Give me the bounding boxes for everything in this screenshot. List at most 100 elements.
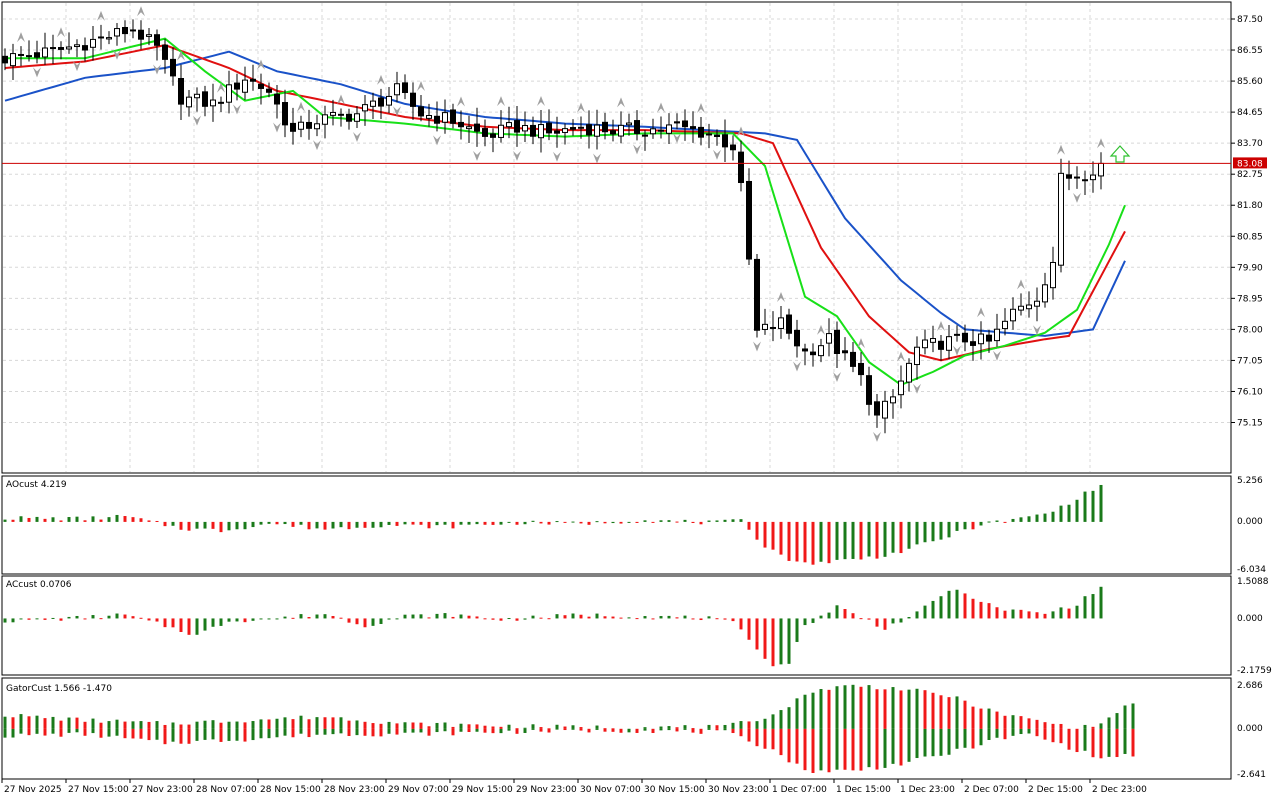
candle xyxy=(1058,158,1064,273)
candle-body xyxy=(570,127,576,130)
ac-bar xyxy=(443,613,447,619)
gator-lower-bar xyxy=(1067,728,1071,750)
gator-lower-bar xyxy=(723,728,727,731)
price-tick-label: 82.75 xyxy=(1237,170,1263,180)
candle-body xyxy=(770,326,776,329)
grid xyxy=(1,3,1230,472)
price-tick-label: 78.95 xyxy=(1237,294,1263,304)
ac-panel[interactable]: ACcust 0.0706 xyxy=(1,575,1232,676)
gator-lower-bar xyxy=(291,728,295,738)
gator-panel[interactable]: GatorCust 1.566 -1.470 xyxy=(1,677,1232,780)
gator-lower-bar xyxy=(195,728,199,741)
ac-bar xyxy=(1019,609,1023,619)
candle-body xyxy=(922,339,928,349)
candle-body xyxy=(954,333,960,336)
ao-panel[interactable]: AOcust 4.219 xyxy=(1,475,1232,575)
candle-body xyxy=(394,83,400,96)
ao-bar xyxy=(971,521,975,530)
candle-body xyxy=(610,130,616,135)
gator-lower-bar xyxy=(419,728,423,733)
ac-bar xyxy=(227,618,231,622)
candle-body xyxy=(130,29,136,32)
gator-lower-bar xyxy=(515,728,519,734)
fractal-up-icon xyxy=(777,292,785,303)
candle-body xyxy=(258,83,264,89)
candle-body xyxy=(914,346,920,366)
candle xyxy=(18,46,24,67)
candle-body xyxy=(410,92,416,107)
ac-bar xyxy=(931,600,935,619)
candle xyxy=(186,90,192,117)
ao-bar xyxy=(435,521,439,526)
price-panel[interactable] xyxy=(1,1,1232,474)
gator-lower-bar xyxy=(763,728,767,749)
time-tick-label: 30 Nov 07:00 xyxy=(580,785,641,795)
gator-upper-bar xyxy=(715,725,719,729)
ao-bar xyxy=(387,521,391,525)
gator-upper-bar xyxy=(1131,703,1135,729)
candle xyxy=(122,20,128,43)
candle xyxy=(514,105,520,147)
ao-bar xyxy=(619,521,623,524)
gator-axis-zero: 0.000 xyxy=(1237,724,1263,734)
ao-bar xyxy=(115,514,119,522)
gator-upper-bar xyxy=(155,721,159,729)
time-tick-label: 2 Dec 15:00 xyxy=(1028,785,1083,795)
price-tick-label: 75.15 xyxy=(1237,419,1263,429)
candle-body xyxy=(906,362,912,383)
candle xyxy=(218,96,224,113)
gator-lower-bar xyxy=(91,728,95,734)
candle xyxy=(858,352,864,386)
time-tick-label: 27 Nov 23:00 xyxy=(132,785,193,795)
gator-lower-bar xyxy=(387,728,391,734)
candle xyxy=(890,389,896,419)
fractal-up-icon xyxy=(137,6,145,17)
current-price-tag: 83.08 xyxy=(1233,157,1267,169)
gator-upper-bar xyxy=(731,722,735,729)
ac-bar xyxy=(283,616,287,619)
candle-body xyxy=(786,314,792,334)
ac-bar xyxy=(507,618,511,620)
ao-bar xyxy=(75,516,79,522)
gator-lower-bar xyxy=(979,728,983,746)
gator-lower-bar xyxy=(1051,728,1055,743)
ao-bar xyxy=(547,521,551,525)
gator-lower-bar xyxy=(1019,728,1023,735)
gator-lower-bar xyxy=(771,728,775,750)
gator-upper-bar xyxy=(979,708,983,729)
gator-lower-bar xyxy=(251,728,255,741)
candle xyxy=(154,29,160,61)
gator-upper-bar xyxy=(171,722,175,729)
fractal-up-icon xyxy=(737,126,745,137)
price-tick-label: 84.65 xyxy=(1237,108,1263,118)
candle xyxy=(26,40,32,62)
ac-bar xyxy=(891,618,895,624)
gator-upper-bar xyxy=(323,717,327,729)
candle xyxy=(466,115,472,143)
candle-body xyxy=(538,124,544,139)
price-tick-label: 81.80 xyxy=(1237,201,1263,211)
ac-bar xyxy=(995,607,999,619)
candle-body xyxy=(34,52,40,58)
ac-bar xyxy=(83,618,87,620)
ao-bar xyxy=(51,517,55,522)
candle-body xyxy=(282,102,288,126)
gator-upper-bar xyxy=(355,720,359,729)
candle xyxy=(298,115,304,138)
time-axis: 27 Nov 2025 27 Nov 15:00 27 Nov 23:00 28 No… xyxy=(1,779,1147,795)
candle-body xyxy=(58,47,64,50)
ac-bar xyxy=(75,615,79,619)
ao-bar xyxy=(587,521,591,525)
time-tick-label: 2 Dec 07:00 xyxy=(964,785,1019,795)
candle-body xyxy=(50,47,56,50)
fractal-down-icon xyxy=(433,135,441,146)
ac-bar xyxy=(451,616,455,619)
price-tick-label: 78.00 xyxy=(1237,325,1263,335)
gator-lower-bar xyxy=(1059,728,1063,744)
gator-lower-bar xyxy=(659,728,663,731)
candle-body xyxy=(1042,284,1048,303)
fractal-down-icon xyxy=(993,350,1001,361)
candle xyxy=(938,334,944,361)
